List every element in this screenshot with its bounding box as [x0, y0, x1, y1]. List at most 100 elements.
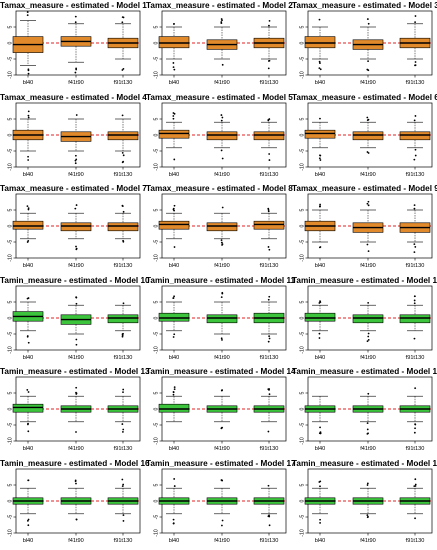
y-tick-label: 0	[8, 499, 14, 502]
outlier-point	[366, 203, 369, 205]
x-tick-label: f41t90	[68, 355, 84, 361]
outlier-point	[121, 21, 124, 24]
outlier-point	[268, 152, 271, 155]
box-f41t90	[60, 15, 92, 74]
outlier-point	[121, 478, 124, 481]
box-f41t90	[206, 291, 238, 341]
outlier-point	[267, 67, 270, 70]
outlier-point	[27, 158, 30, 161]
chart-plot: -10 -5 0 5 bl40 f41t90 f91t130	[154, 102, 287, 178]
outlier-point	[122, 391, 124, 394]
y-tick-label: -10	[300, 163, 306, 171]
x-tick-label: bl40	[23, 538, 34, 544]
chart-title: Tamax_measure - estimated - Model 6	[292, 92, 437, 102]
chart-title: Tamax_measure - estimated - Model 2	[146, 1, 293, 10]
outlier-point	[319, 158, 322, 161]
y-tick-label: -5	[154, 515, 160, 520]
y-tick-label: -5	[154, 240, 160, 245]
box-bl40	[158, 386, 190, 423]
outlier-point	[173, 295, 175, 298]
y-tick-label: -5	[300, 148, 306, 153]
outlier-point	[172, 114, 175, 117]
outlier-point	[268, 514, 270, 517]
box-f91t130	[107, 114, 139, 163]
chart-panel: Tamin_measure - estimated - Model 15 -10-…	[292, 366, 437, 457]
outlier-point	[221, 338, 223, 341]
box-f91t130	[107, 478, 139, 522]
y-tick-label: 0	[154, 133, 160, 136]
outlier-point	[122, 520, 125, 522]
box-f91t130	[399, 114, 431, 161]
outlier-point	[74, 15, 77, 18]
chart-plot: -10 -5 0 5 bl40 f41t90 f91t130	[300, 10, 433, 86]
outlier-point	[27, 207, 30, 210]
chart-title: Tamin_measure - estimated - Model 14	[146, 367, 296, 377]
outlier-point	[220, 241, 223, 244]
box-body	[304, 312, 336, 322]
x-tick-label: f41t90	[214, 355, 230, 361]
chart-plot: -10 -5 0 5 bl40 f41t90 f91t130	[300, 193, 433, 269]
outlier-point	[74, 71, 77, 74]
outlier-point	[172, 23, 175, 25]
outlier-point	[173, 485, 176, 487]
outlier-point	[221, 519, 224, 522]
outlier-point	[26, 205, 29, 208]
x-tick-label: f91t130	[406, 538, 425, 544]
outlier-point	[413, 295, 416, 297]
x-tick-label: f91t130	[114, 538, 133, 544]
box-f91t130	[253, 207, 285, 251]
box-body	[107, 314, 139, 323]
box-body	[206, 131, 238, 140]
outlier-point	[268, 388, 271, 391]
x-tick-label: f41t90	[214, 263, 230, 269]
y-tick-label: 5	[8, 117, 14, 120]
outlier-point	[267, 484, 270, 487]
x-tick-label: bl40	[169, 172, 180, 178]
box-bl40	[304, 117, 336, 161]
y-tick-label: 0	[154, 408, 160, 411]
box-f41t90	[60, 296, 92, 346]
chart-title: Tamin_measure - estimated - Model 18	[292, 459, 437, 468]
y-tick-label: -10	[300, 529, 306, 537]
box-f41t90	[352, 482, 384, 519]
box-bl40	[304, 480, 336, 524]
outlier-point	[75, 392, 77, 394]
box-f41t90	[352, 301, 384, 342]
outlier-point	[121, 114, 124, 116]
y-tick-label: -5	[8, 515, 14, 520]
outlier-point	[267, 207, 270, 210]
y-tick-label: 5	[8, 300, 14, 303]
box-body	[304, 129, 336, 139]
outlier-point	[75, 68, 78, 71]
y-tick-label: -10	[154, 346, 160, 354]
chart-plot: -10 -5 0 5 bl40 f41t90 f91t130	[154, 468, 287, 544]
box-body	[158, 36, 190, 49]
chart-panel: Tamin_measure - estimated - Model 16 -10-…	[0, 458, 150, 549]
outlier-point	[27, 524, 30, 527]
box-f91t130	[399, 478, 431, 520]
outlier-point	[75, 387, 78, 390]
outlier-point	[268, 337, 271, 340]
outlier-point	[414, 114, 417, 117]
chart-panel: Tamin_measure - estimated - Model 12 -10-…	[292, 275, 437, 366]
x-tick-label: f41t90	[68, 172, 84, 178]
x-tick-label: bl40	[23, 80, 34, 86]
chart-plot: -10 -5 0 5 bl40 f41t90 f91t130	[8, 285, 141, 361]
outlier-point	[318, 481, 321, 483]
outlier-point	[122, 389, 125, 391]
outlier-point	[26, 11, 29, 13]
outlier-point	[366, 118, 369, 121]
box-f41t90	[352, 201, 384, 253]
outlier-point	[172, 391, 175, 394]
chart-plot: -10 -5 0 5 bl40 f41t90 f91t130	[8, 468, 141, 544]
box-bl40	[158, 295, 190, 338]
x-tick-label: f41t90	[360, 355, 376, 361]
outlier-point	[367, 332, 370, 335]
chart-title: Tamin_measure - estimated - Model 15	[292, 367, 437, 377]
box-f41t90	[352, 393, 384, 436]
outlier-point	[414, 21, 416, 24]
outlier-point	[319, 203, 321, 206]
outlier-point	[27, 296, 30, 299]
y-tick-label: 0	[8, 316, 14, 319]
outlier-point	[220, 295, 223, 298]
